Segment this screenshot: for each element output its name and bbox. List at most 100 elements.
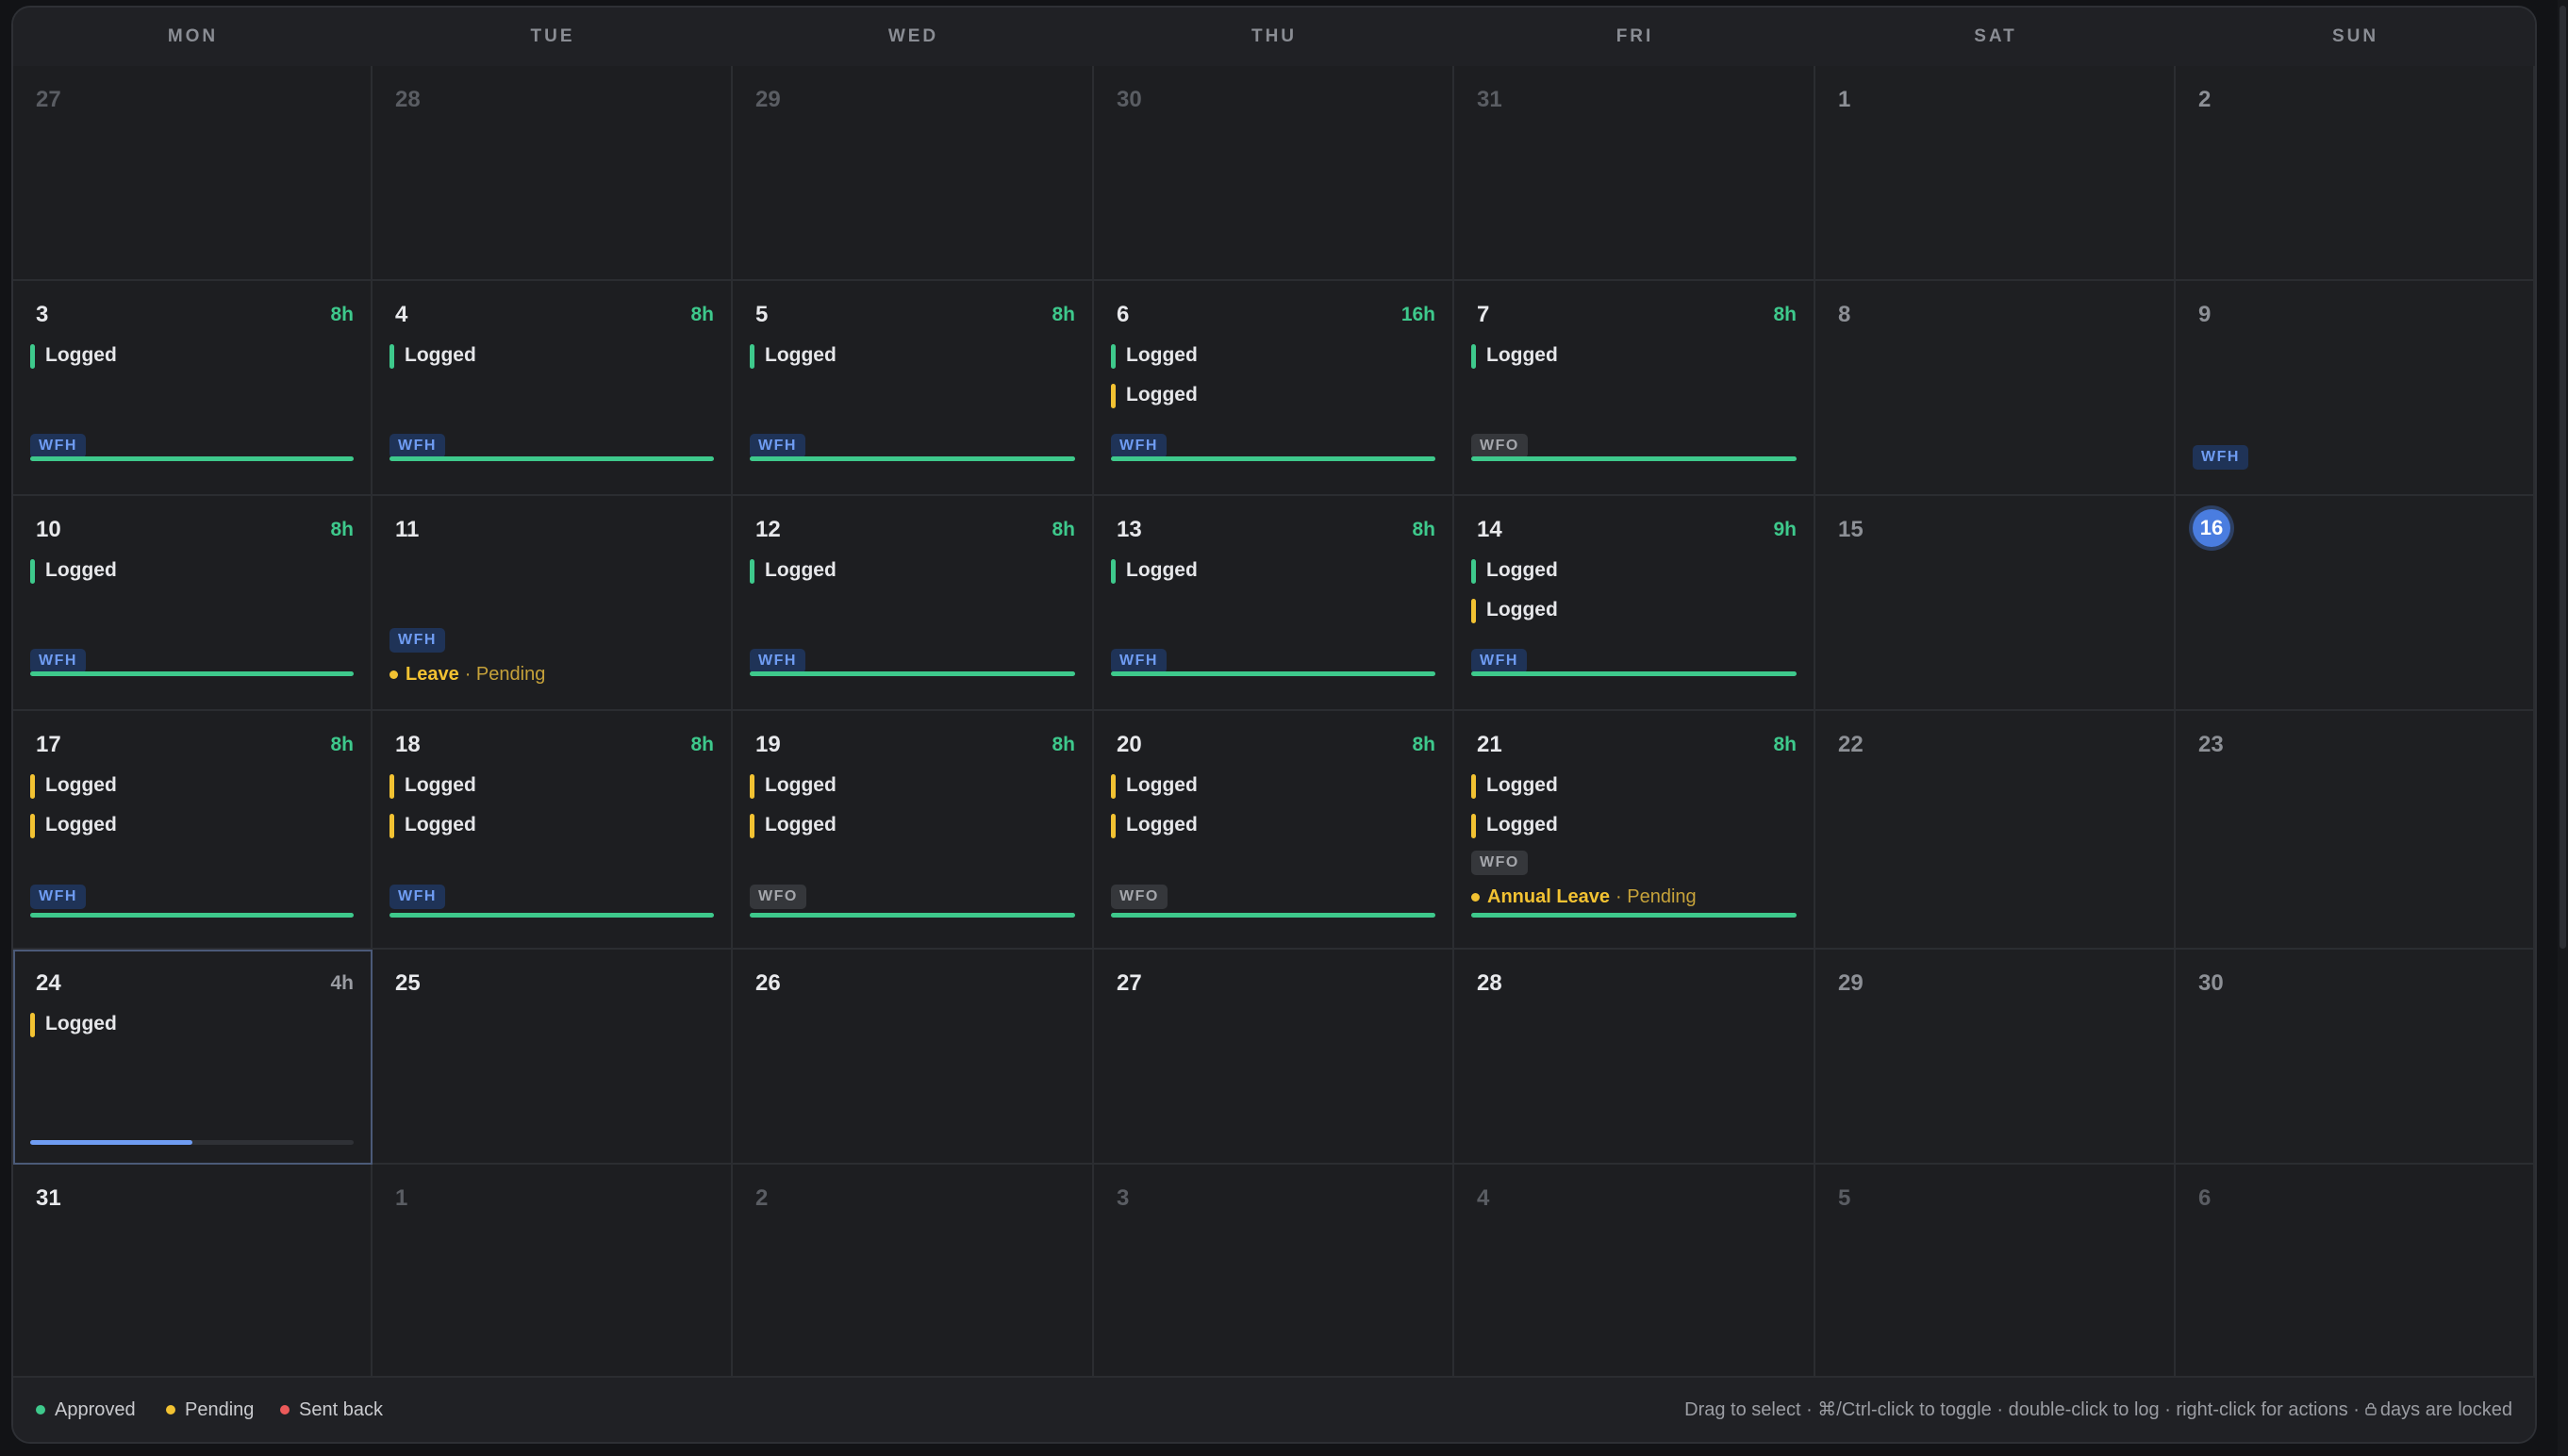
day-cell[interactable]: 28: [373, 66, 733, 281]
time-entry[interactable]: Logged: [30, 771, 117, 800]
day-number: 22: [1838, 732, 1864, 757]
day-cell[interactable]: 28: [1454, 950, 1815, 1165]
day-cell[interactable]: 29: [1815, 950, 2176, 1165]
day-cell[interactable]: 6: [2176, 1165, 2535, 1380]
day-cell[interactable]: 23: [2176, 711, 2535, 950]
today-day-number: 16: [2193, 509, 2230, 547]
day-number: 13: [1117, 517, 1142, 542]
day-number: 4: [1477, 1185, 1490, 1211]
day-number: 10: [36, 517, 61, 542]
day-cell[interactable]: 29: [733, 66, 1094, 281]
status-bar-approved: [750, 344, 754, 369]
day-cell[interactable]: 27: [13, 66, 373, 281]
day-cell[interactable]: 30: [2176, 950, 2535, 1165]
time-entry[interactable]: Logged: [1111, 556, 1198, 585]
day-cell[interactable]: 22: [1815, 711, 2176, 950]
hours-progress-fill: [389, 456, 714, 461]
time-entry[interactable]: Logged: [389, 341, 476, 370]
day-number: 1: [395, 1185, 408, 1211]
leave-request[interactable]: Annual Leave · Pending: [1471, 885, 1697, 909]
day-cell[interactable]: 2: [2176, 66, 2535, 281]
day-cell[interactable]: 25: [373, 950, 733, 1165]
hours-progress: [389, 913, 714, 918]
time-entry[interactable]: Logged: [389, 811, 476, 839]
calendar-footer: Approved Pending Sent back Drag to select …: [13, 1376, 2535, 1442]
day-cell[interactable]: 30: [1094, 66, 1454, 281]
time-entry[interactable]: Logged: [750, 811, 837, 839]
entry-label: Logged: [765, 814, 837, 836]
day-cell[interactable]: 15: [1815, 496, 2176, 711]
time-entry[interactable]: Logged: [1111, 341, 1198, 370]
day-cell[interactable]: 17 8h Logged Logged WFH: [13, 711, 373, 950]
time-entry[interactable]: Logged: [30, 341, 117, 370]
leave-request[interactable]: Leave · Pending: [389, 662, 545, 687]
day-cell[interactable]: 10 8h Logged WFH: [13, 496, 373, 711]
day-cell[interactable]: 24 4h Logged: [13, 950, 373, 1165]
time-entry[interactable]: Logged: [750, 771, 837, 800]
day-cell[interactable]: 20 8h Logged Logged WFO: [1094, 711, 1454, 950]
hours-progress: [1471, 671, 1797, 676]
day-cell[interactable]: 1: [373, 1165, 733, 1380]
legend-dot: [280, 1404, 290, 1415]
work-location-badge: WFO: [1111, 885, 1168, 909]
scrollbar-thumb[interactable]: [2560, 6, 2566, 949]
day-cell[interactable]: 21 8h Logged Logged WFO Annual Leave · Pending: [1454, 711, 1815, 950]
time-entry[interactable]: Logged: [1111, 771, 1198, 800]
time-entry[interactable]: Logged: [1471, 341, 1558, 370]
day-cell[interactable]: 4 8h Logged WFH: [373, 281, 733, 496]
status-bar-pending: [389, 814, 394, 838]
day-cell[interactable]: 16: [2176, 496, 2535, 711]
day-cell[interactable]: 31: [13, 1165, 373, 1380]
time-entry[interactable]: Logged: [1111, 811, 1198, 839]
day-cell[interactable]: 6 16h Logged Logged WFH: [1094, 281, 1454, 496]
time-entry[interactable]: Logged: [1471, 556, 1558, 585]
time-entry[interactable]: Logged: [30, 811, 117, 839]
time-entry[interactable]: Logged: [1471, 771, 1558, 800]
time-entry[interactable]: Logged: [750, 341, 837, 370]
entry-label: Logged: [45, 1013, 117, 1034]
entry-label: Logged: [1486, 599, 1558, 620]
entry-label: Logged: [405, 774, 476, 796]
day-cell[interactable]: 9 WFH: [2176, 281, 2535, 496]
weekday-label: SAT: [1974, 26, 2017, 46]
day-cell[interactable]: 2: [733, 1165, 1094, 1380]
day-cell[interactable]: 13 8h Logged WFH: [1094, 496, 1454, 711]
time-entry[interactable]: Logged: [1471, 811, 1558, 839]
time-entry[interactable]: Logged: [389, 771, 476, 800]
hours-progress-fill: [30, 1140, 192, 1145]
status-bar-pending: [30, 1013, 35, 1037]
day-cell[interactable]: 5: [1815, 1165, 2176, 1380]
time-entry[interactable]: Logged: [30, 556, 117, 585]
hours-total: 8h: [690, 304, 714, 325]
day-cell[interactable]: 11 WFH Leave · Pending: [373, 496, 733, 711]
day-cell[interactable]: 26: [733, 950, 1094, 1165]
day-number: 25: [395, 970, 421, 996]
day-cell[interactable]: 1: [1815, 66, 2176, 281]
hours-total: 8h: [1052, 519, 1075, 540]
day-cell[interactable]: 14 9h Logged Logged WFH: [1454, 496, 1815, 711]
entry-label: Logged: [1126, 344, 1198, 366]
day-cell[interactable]: 7 8h Logged WFO: [1454, 281, 1815, 496]
day-cell[interactable]: 3: [1094, 1165, 1454, 1380]
legend-item-approved: Approved: [36, 1378, 136, 1442]
hours-progress: [1471, 456, 1797, 461]
day-number: 2: [755, 1185, 769, 1211]
time-entry[interactable]: Logged: [1471, 596, 1558, 624]
time-entry[interactable]: Logged: [750, 556, 837, 585]
day-cell[interactable]: 8: [1815, 281, 2176, 496]
day-cell[interactable]: 19 8h Logged Logged WFO: [733, 711, 1094, 950]
day-cell[interactable]: 5 8h Logged WFH: [733, 281, 1094, 496]
time-entry[interactable]: Logged: [1111, 381, 1198, 409]
day-cell[interactable]: 18 8h Logged Logged WFH: [373, 711, 733, 950]
day-cell[interactable]: 3 8h Logged WFH: [13, 281, 373, 496]
legend-item-sent_back: Sent back: [280, 1378, 383, 1442]
time-entry[interactable]: Logged: [30, 1010, 117, 1038]
work-location-badge: WFO: [1471, 851, 1528, 875]
day-cell[interactable]: 27: [1094, 950, 1454, 1165]
day-number: 26: [755, 970, 781, 996]
day-number: 6: [2198, 1185, 2212, 1211]
day-cell[interactable]: 4: [1454, 1165, 1815, 1380]
day-cell[interactable]: 31: [1454, 66, 1815, 281]
hours-total: 9h: [1773, 519, 1797, 540]
day-cell[interactable]: 12 8h Logged WFH: [733, 496, 1094, 711]
